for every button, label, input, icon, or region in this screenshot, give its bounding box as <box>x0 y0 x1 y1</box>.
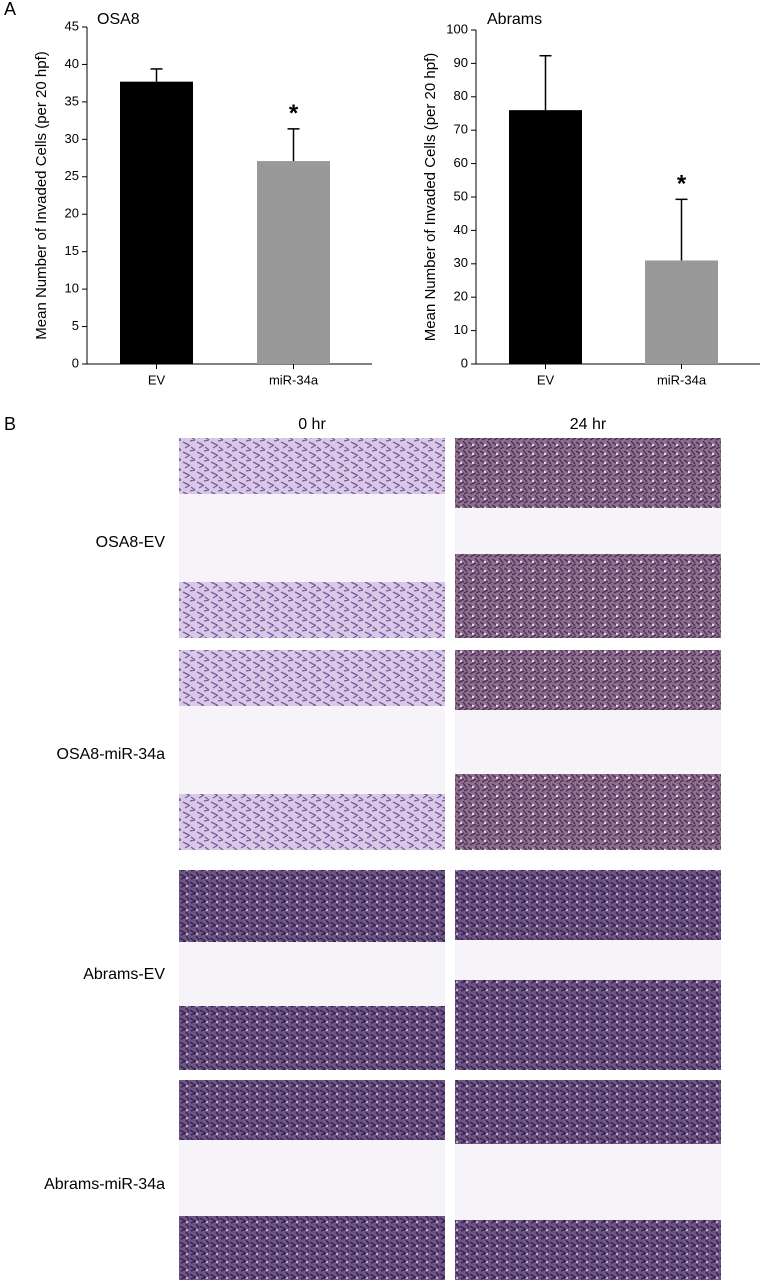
bar <box>509 110 582 364</box>
y-tick-label: 40 <box>65 56 79 71</box>
y-tick-label: 20 <box>454 289 468 304</box>
y-tick-label: 0 <box>461 355 468 370</box>
cell-layer <box>179 1080 445 1140</box>
y-tick-label: 40 <box>454 222 468 237</box>
y-tick-label: 15 <box>65 243 79 258</box>
bar <box>120 81 193 365</box>
cell-layer <box>455 980 721 1070</box>
cell-layer <box>455 1220 721 1280</box>
row-label: OSA8-EV <box>96 534 166 551</box>
bar <box>257 161 330 364</box>
cell-layer <box>179 870 445 942</box>
chart-title: Abrams <box>487 11 542 28</box>
row-label: Abrams-EV <box>83 966 165 983</box>
y-tick-label: 60 <box>454 155 468 170</box>
row-label: Abrams-miR-34a <box>44 1176 165 1193</box>
cell-layer <box>455 1080 721 1144</box>
y-tick-label: 10 <box>454 322 468 337</box>
y-tick-label: 45 <box>65 18 79 33</box>
y-tick-label: 50 <box>454 188 468 203</box>
y-axis-label: Mean Number of Invaded Cells (per 20 hpf… <box>422 53 439 341</box>
cell-layer <box>179 438 445 494</box>
chart-title: OSA8 <box>97 11 140 28</box>
column-header: 0 hr <box>298 416 326 433</box>
cell-layer <box>179 1216 445 1280</box>
panel-label: A <box>4 0 16 19</box>
cell-layer <box>455 870 721 940</box>
x-tick-label: EV <box>148 372 166 387</box>
y-tick-label: 35 <box>65 93 79 108</box>
cell-layer <box>179 582 445 638</box>
y-tick-label: 30 <box>65 131 79 146</box>
x-tick-label: miR-34a <box>269 372 319 387</box>
y-tick-label: 0 <box>72 355 79 370</box>
micrographs <box>179 438 721 1280</box>
y-tick-label: 30 <box>454 255 468 270</box>
y-tick-label: 5 <box>72 318 79 333</box>
x-tick-label: miR-34a <box>657 372 707 387</box>
y-tick-label: 20 <box>65 206 79 221</box>
cell-layer <box>179 794 445 850</box>
column-header: 24 hr <box>570 416 607 433</box>
cell-layer <box>455 650 721 710</box>
cell-layer <box>179 1006 445 1070</box>
cell-layer <box>455 774 721 850</box>
cell-layer <box>455 438 721 508</box>
y-tick-label: 25 <box>65 168 79 183</box>
x-tick-label: EV <box>537 372 555 387</box>
row-label: OSA8-miR-34a <box>57 746 166 763</box>
y-tick-label: 100 <box>446 21 468 36</box>
cell-layer <box>179 650 445 706</box>
bar <box>645 260 718 364</box>
y-tick-label: 90 <box>454 55 468 70</box>
y-tick-label: 80 <box>454 88 468 103</box>
significance-marker: * <box>289 100 299 127</box>
panel-label: B <box>4 414 16 434</box>
significance-marker: * <box>677 171 687 198</box>
y-tick-label: 70 <box>454 122 468 137</box>
cell-layer <box>455 554 721 638</box>
y-tick-label: 10 <box>65 281 79 296</box>
y-axis-label: Mean Number of Invaded Cells (per 20 hpf… <box>33 51 50 339</box>
